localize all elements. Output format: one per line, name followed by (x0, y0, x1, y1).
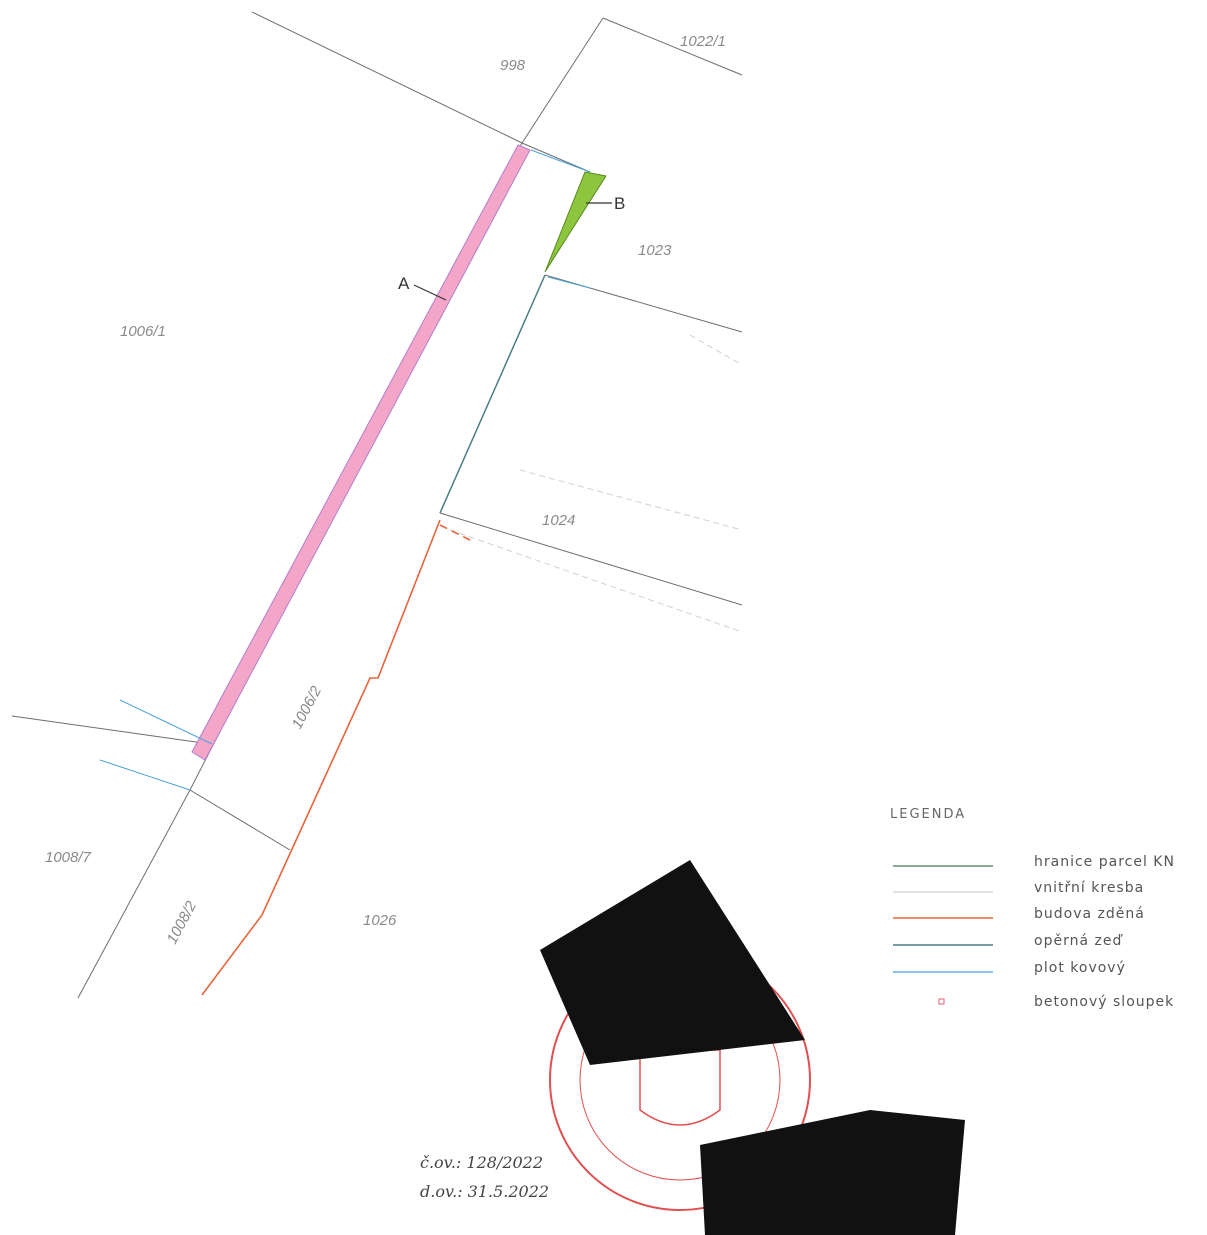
boundary-line (11, 715, 211, 745)
handwritten-number: č.ov.: 128/2022 (420, 1153, 543, 1172)
fence-line (119, 699, 213, 745)
legend-title: LEGENDA (890, 807, 966, 822)
parcel-998: 998 (500, 57, 526, 74)
redaction-block (540, 860, 805, 1065)
area-b (544, 171, 607, 273)
retaining-wall-line (439, 274, 546, 514)
parcel-1024: 1024 (542, 512, 575, 529)
parcel-1006-2: 1006/2 (289, 683, 326, 732)
boundary-line (251, 11, 523, 144)
legend-item-boundary: hranice parcel KN (1034, 854, 1175, 870)
parcel-1008-7: 1008/7 (45, 849, 92, 866)
legend: LEGENDA hranice parcel KN vnitřní kresba… (890, 807, 1175, 1010)
marker-a-arrow (413, 284, 447, 301)
legend-item-building: budova zděná (1034, 906, 1145, 922)
metal-fence (99, 149, 591, 791)
fence-line (547, 276, 591, 289)
legend-item-wall: opěrná zeď (1034, 933, 1123, 949)
legend-item-post: betonový sloupek (1034, 994, 1174, 1010)
brick-building-line (201, 519, 441, 996)
coat-of-arms-icon (639, 1049, 721, 1126)
boundary-line (521, 17, 604, 144)
legend-item-inner: vnitřní kresba (1034, 880, 1144, 896)
parcel-1026: 1026 (363, 912, 397, 929)
inner-line (449, 529, 743, 633)
boundary-line (189, 789, 291, 851)
parcel-1022-1: 1022/1 (680, 33, 726, 50)
marker-b: B (614, 194, 625, 213)
fence-line (530, 149, 591, 173)
strip-a-area (191, 144, 531, 761)
fence-line (99, 759, 191, 791)
legend-item-fence: plot kovový (1034, 960, 1126, 976)
inner-line (519, 469, 743, 531)
marker-a: A (398, 274, 410, 293)
boundary-line (602, 17, 743, 76)
legend-swatch-post (938, 998, 945, 1005)
boundary-line (439, 512, 743, 606)
inner-line (689, 334, 743, 366)
parcel-boundaries (11, 11, 743, 999)
inner-drawing (449, 334, 743, 633)
parcel-1023: 1023 (638, 242, 672, 259)
parcel-1008-2: 1008/2 (164, 898, 201, 947)
parcel-1006-1: 1006/1 (120, 323, 166, 340)
handwritten-date: d.ov.: 31.5.2022 (420, 1182, 549, 1201)
brick-building-dash (439, 524, 471, 541)
redaction-block (700, 1110, 965, 1235)
boundary-line (77, 789, 191, 999)
boundary-line (521, 142, 591, 173)
